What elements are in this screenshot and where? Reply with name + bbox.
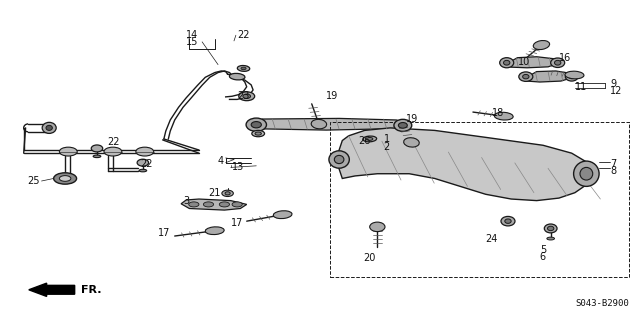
Ellipse shape: [504, 60, 510, 65]
Ellipse shape: [93, 155, 100, 158]
Ellipse shape: [565, 72, 578, 81]
Ellipse shape: [404, 138, 419, 147]
Circle shape: [136, 147, 154, 156]
Text: 3: 3: [183, 196, 189, 206]
Polygon shape: [336, 128, 591, 201]
Ellipse shape: [311, 119, 326, 129]
Text: 19: 19: [406, 114, 419, 124]
Ellipse shape: [239, 92, 255, 101]
Ellipse shape: [255, 132, 261, 135]
Ellipse shape: [137, 159, 148, 166]
Text: 19: 19: [326, 91, 339, 101]
Text: 24: 24: [486, 234, 498, 244]
Text: 25: 25: [27, 176, 40, 186]
Ellipse shape: [573, 161, 599, 186]
Text: 17: 17: [231, 218, 243, 228]
Text: 1: 1: [384, 134, 390, 144]
Ellipse shape: [494, 112, 513, 120]
Ellipse shape: [251, 122, 261, 128]
Ellipse shape: [252, 130, 264, 137]
Text: 4: 4: [218, 156, 224, 166]
Ellipse shape: [569, 75, 575, 79]
Text: 12: 12: [610, 85, 622, 96]
Text: 14: 14: [186, 30, 198, 40]
Text: 22: 22: [140, 159, 153, 169]
Text: 20: 20: [364, 253, 376, 263]
Text: 23: 23: [237, 91, 250, 101]
Ellipse shape: [273, 211, 292, 219]
Circle shape: [232, 202, 243, 207]
Ellipse shape: [139, 169, 147, 172]
Polygon shape: [181, 199, 246, 210]
Text: 15: 15: [186, 37, 198, 47]
Ellipse shape: [42, 122, 56, 133]
Ellipse shape: [544, 224, 557, 233]
Ellipse shape: [370, 222, 385, 232]
Ellipse shape: [237, 65, 250, 71]
FancyArrow shape: [29, 283, 75, 296]
Circle shape: [60, 147, 77, 156]
Ellipse shape: [519, 72, 533, 81]
Text: 26: 26: [358, 136, 371, 146]
Text: 18: 18: [492, 108, 504, 118]
Text: 22: 22: [237, 30, 250, 40]
Ellipse shape: [243, 94, 250, 99]
Text: 11: 11: [575, 82, 587, 92]
Ellipse shape: [367, 137, 373, 140]
Polygon shape: [253, 118, 406, 130]
Ellipse shape: [501, 216, 515, 226]
Circle shape: [60, 176, 71, 181]
Text: 17: 17: [157, 228, 170, 238]
Text: S043-B2900: S043-B2900: [575, 299, 629, 308]
Text: 21: 21: [209, 188, 221, 198]
Ellipse shape: [580, 167, 593, 180]
Bar: [330, 122, 629, 277]
Circle shape: [189, 202, 199, 207]
Ellipse shape: [246, 118, 266, 131]
Text: 13: 13: [232, 162, 244, 172]
Ellipse shape: [329, 151, 349, 168]
Ellipse shape: [222, 190, 234, 197]
Circle shape: [104, 147, 122, 156]
Ellipse shape: [523, 74, 529, 79]
Text: 22: 22: [107, 137, 120, 147]
Ellipse shape: [241, 67, 246, 70]
Ellipse shape: [398, 122, 407, 128]
Ellipse shape: [547, 226, 554, 231]
Ellipse shape: [205, 227, 224, 234]
Ellipse shape: [225, 192, 230, 195]
Polygon shape: [505, 57, 559, 68]
Ellipse shape: [500, 58, 514, 68]
Text: 10: 10: [518, 57, 530, 67]
Ellipse shape: [533, 41, 550, 49]
Ellipse shape: [92, 145, 102, 152]
Text: 9: 9: [610, 78, 616, 89]
Text: 6: 6: [540, 252, 546, 262]
Ellipse shape: [505, 219, 511, 223]
Text: 7: 7: [610, 159, 616, 169]
Circle shape: [204, 202, 214, 207]
Ellipse shape: [363, 136, 376, 142]
Text: 16: 16: [559, 53, 572, 63]
Ellipse shape: [554, 60, 561, 65]
Ellipse shape: [334, 155, 344, 164]
Text: 5: 5: [540, 245, 546, 255]
Ellipse shape: [565, 71, 584, 79]
Circle shape: [54, 173, 77, 184]
Ellipse shape: [550, 58, 564, 68]
Polygon shape: [524, 71, 573, 82]
Text: FR.: FR.: [81, 285, 102, 295]
Text: 2: 2: [384, 142, 390, 152]
Circle shape: [220, 202, 230, 207]
Ellipse shape: [547, 237, 554, 240]
Ellipse shape: [394, 119, 412, 131]
Text: 8: 8: [610, 166, 616, 176]
Ellipse shape: [229, 73, 245, 80]
Ellipse shape: [46, 125, 52, 130]
